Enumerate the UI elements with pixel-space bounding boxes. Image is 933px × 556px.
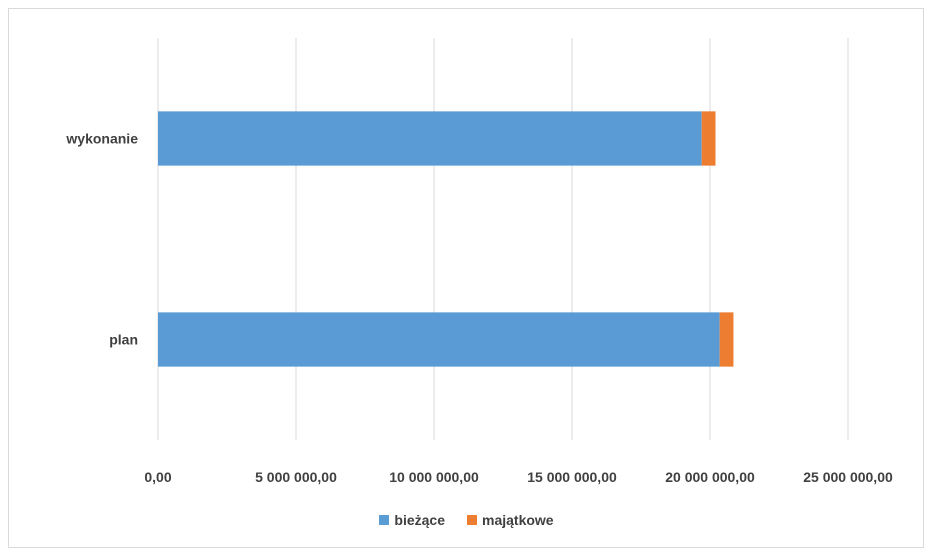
x-tick-label: 5 000 000,00 bbox=[255, 469, 337, 485]
bar-plan-series-0 bbox=[158, 312, 720, 367]
bars bbox=[158, 111, 734, 367]
legend: bieżące majątkowe bbox=[0, 512, 933, 528]
legend-label-majatkowe: majątkowe bbox=[482, 512, 554, 528]
y-axis-categories: plan wykonanie bbox=[65, 131, 138, 348]
category-label-plan: plan bbox=[109, 332, 138, 348]
legend-item-majatkowe: majątkowe bbox=[467, 512, 554, 528]
bar-wykonanie-series-1 bbox=[701, 111, 716, 166]
legend-swatch-biezace bbox=[379, 515, 390, 525]
x-tick-label: 25 000 000,00 bbox=[803, 469, 893, 485]
legend-swatch-majatkowe bbox=[467, 515, 477, 525]
x-tick-label: 10 000 000,00 bbox=[389, 469, 479, 485]
chart-frame bbox=[8, 8, 924, 548]
gridlines bbox=[157, 38, 849, 440]
legend-label-biezace: bieżące bbox=[394, 512, 445, 528]
bar-plan-series-1 bbox=[719, 312, 734, 367]
bar-wykonanie-series-0 bbox=[158, 111, 702, 166]
legend-item-biezace: bieżące bbox=[379, 512, 445, 528]
x-axis-ticks: 0,00 5 000 000,00 10 000 000,00 15 000 000,… bbox=[144, 469, 893, 485]
x-tick-label: 0,00 bbox=[144, 469, 171, 485]
x-tick-label: 15 000 000,00 bbox=[527, 469, 617, 485]
x-tick-label: 20 000 000,00 bbox=[665, 469, 755, 485]
category-label-wykonanie: wykonanie bbox=[65, 131, 138, 147]
